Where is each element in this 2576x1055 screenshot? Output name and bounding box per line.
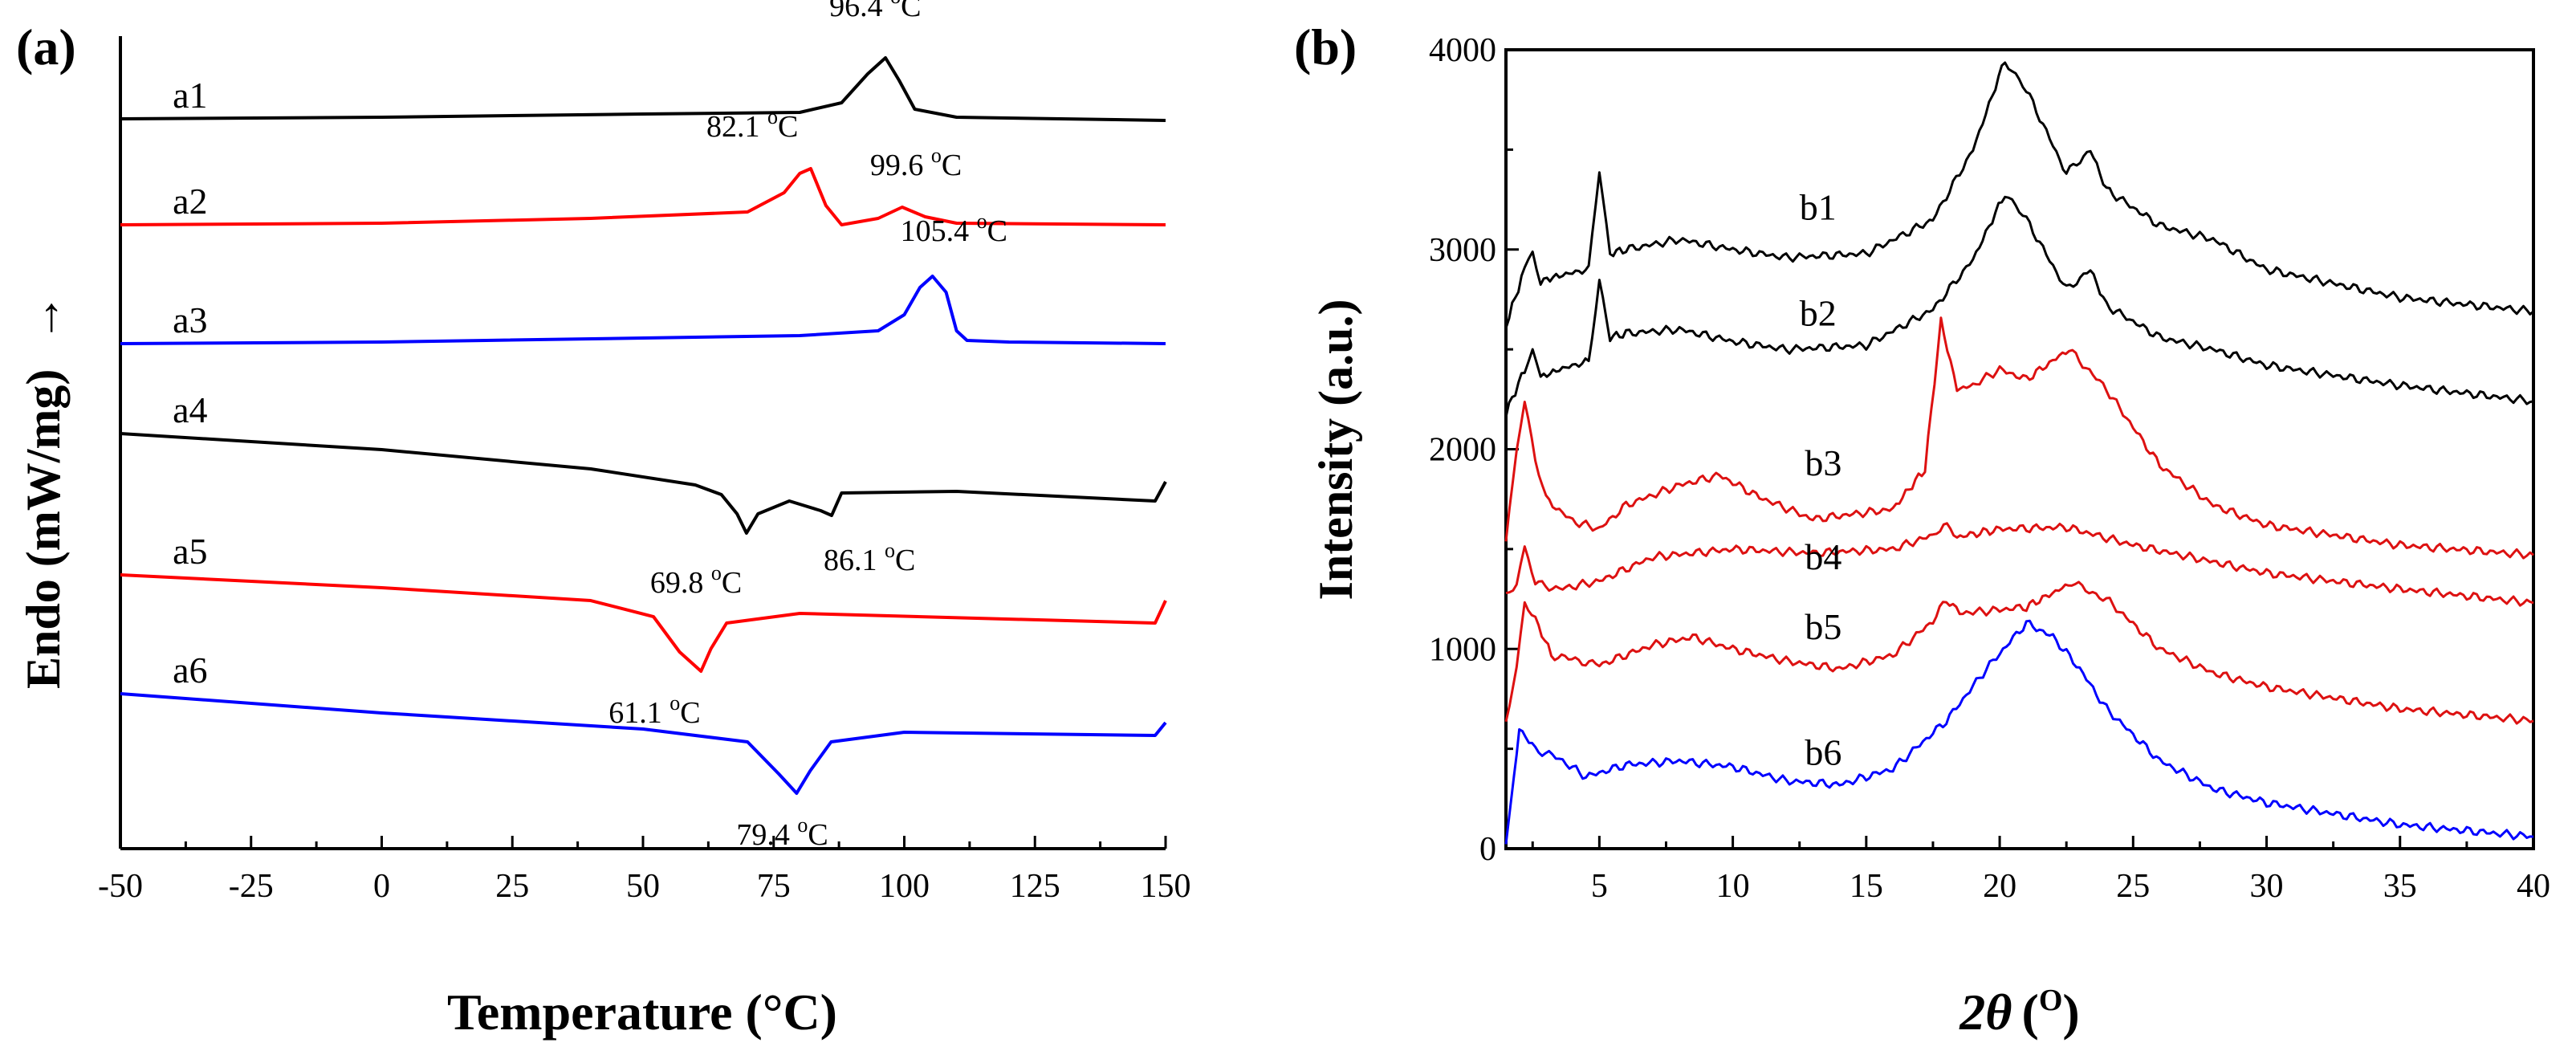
- panel-b-curve-b1: [1504, 61, 2534, 328]
- panel-a-y-arrow: →: [17, 294, 70, 342]
- panel-a-curve-a2: [120, 167, 1166, 226]
- panel-a-curve-label-a3: a3: [173, 299, 207, 340]
- panel-a-curve-label-a5: a5: [173, 531, 207, 572]
- panel-a-x-tick-label: 25: [495, 868, 529, 905]
- panel-b-curve-b3: [1504, 316, 2534, 560]
- panel-a-curve-label-a4: a4: [173, 389, 207, 430]
- panel-a-peak-label: 61.1 oC: [608, 691, 700, 730]
- panel-b-x-title-open: (: [2022, 984, 2039, 1041]
- panel-a-x-title: Temperature (°C): [447, 984, 837, 1041]
- panel-b-x-title: 2θ (O): [1959, 984, 2079, 1041]
- panel-b-x-tick-label: 30: [2250, 868, 2284, 905]
- panel-b-y-title: Intensity (a.u.): [1309, 299, 1362, 600]
- panel-a-x-tick-label: 100: [879, 868, 930, 905]
- panel-a-peak-label: 69.8 oC: [650, 561, 742, 600]
- panel-b-curve-label-b3: b3: [1805, 442, 1841, 483]
- panel-b-curve-b5: [1504, 580, 2534, 725]
- panel-a-peak-label: 96.4 oC: [829, 0, 921, 23]
- panel-b-curve-label-b1: b1: [1800, 186, 1837, 227]
- panel-a-curve-a6: [120, 692, 1167, 795]
- panel-b-x-tick-label: 35: [2383, 868, 2417, 905]
- panel-b-curve-label-b4: b4: [1805, 536, 1841, 577]
- panel-a-x-tick-label: 50: [626, 868, 660, 905]
- panel-b-ticks: 5 10 15 20 25 30 35 40 0 1000 2000 3000 4000: [1429, 32, 2550, 905]
- panel-b-curve-label-b6: b6: [1805, 732, 1841, 773]
- panel-b-label: (b): [1294, 18, 1357, 75]
- panel-b-x-tick-label: 10: [1716, 868, 1750, 905]
- panel-b-x-tick-label: 15: [1850, 868, 1883, 905]
- panel-a: (a) -50 -25 0 25 50 75 100 125 150 a1 a2 a3 a4 a5 a6 9…: [16, 0, 1191, 1041]
- panel-a-curve-a3: [120, 275, 1166, 345]
- panel-b-y-tick-label: 1000: [1429, 631, 1496, 668]
- panel-a-peak-label: 86.1 oC: [824, 539, 915, 577]
- panel-a-x-tick-label: -50: [98, 868, 143, 905]
- panel-a-peak-label: 105.4 oC: [901, 210, 1007, 248]
- panel-b-y-tick-label: 2000: [1429, 432, 1496, 469]
- panel-a-x-ticks: -50 -25 0 25 50 75 100 125 150: [98, 836, 1191, 905]
- panel-a-peak-label: 82.1 oC: [706, 105, 798, 144]
- panel-a-x-tick-label: 150: [1141, 868, 1191, 905]
- panel-a-peak-label: 79.4 oC: [736, 813, 828, 852]
- panel-b-x-tick-label: 20: [1983, 868, 2016, 905]
- panel-a-curves: a1 a2 a3 a4 a5 a6 96.4 oC 82.1 oC 99.6 oC 105.4 o…: [120, 0, 1167, 852]
- panel-a-curve-label-a6: a6: [173, 650, 207, 690]
- panel-a-x-tick-label: 0: [373, 868, 390, 905]
- panel-a-peak-label: 99.6 oC: [870, 144, 962, 182]
- panel-b-x-tick-label: 25: [2116, 868, 2150, 905]
- panel-a-x-tick-label: 125: [1010, 868, 1060, 905]
- panel-b-x-title-close: ): [2062, 984, 2079, 1041]
- panel-b-x-tick-label: 40: [2517, 868, 2550, 905]
- panel-a-curve-label-a2: a2: [173, 181, 207, 222]
- panel-b-curve-label-b2: b2: [1800, 292, 1837, 333]
- panel-b-curves: b1 b2 b3 b4 b5 b6: [1504, 61, 2534, 845]
- panel-a-y-title-group: Endo (mW/mg) →: [17, 294, 70, 689]
- panel-b-curve-b2: [1504, 195, 2534, 418]
- panel-a-y-title: Endo (mW/mg): [17, 369, 70, 689]
- panel-b-curve-b6: [1504, 619, 2534, 845]
- panel-b-x-title-degree: O: [2039, 984, 2063, 1017]
- panel-b-curve-b4: [1505, 522, 2534, 607]
- panel-a-x-tick-label: -25: [229, 868, 274, 905]
- panel-b-x-tick-label: 5: [1591, 868, 1608, 905]
- panel-a-curve-a4: [120, 432, 1167, 535]
- panel-b-y-tick-label: 0: [1479, 831, 1496, 868]
- panel-a-curve-a5: [120, 573, 1167, 673]
- panel-b-y-tick-label: 3000: [1429, 232, 1496, 269]
- panel-b-x-title-symbol: 2θ: [1959, 984, 2012, 1041]
- panel-a-x-tick-label: 75: [757, 868, 791, 905]
- panel-a-curve-label-a1: a1: [173, 75, 207, 116]
- panel-a-curve-a1: [120, 56, 1166, 122]
- panel-b-y-tick-label: 4000: [1429, 32, 1496, 69]
- panel-a-label: (a): [16, 18, 76, 75]
- panel-b-frame: [1504, 48, 2535, 850]
- panel-b-curve-label-b5: b5: [1805, 606, 1841, 647]
